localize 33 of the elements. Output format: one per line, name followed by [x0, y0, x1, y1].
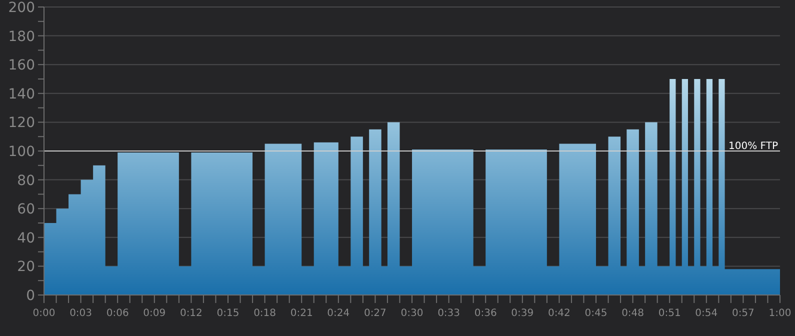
- x-tick-label: 0:51: [658, 308, 681, 320]
- x-tick-label: 0:33: [438, 308, 460, 320]
- y-tick-label: 160: [8, 58, 35, 74]
- x-tick-label: 0:06: [106, 308, 129, 320]
- y-tick-label: 20: [17, 259, 35, 276]
- x-tick-label: 0:42: [548, 308, 570, 320]
- x-tick-label: 0:57: [732, 308, 754, 320]
- x-tick-label: 0:30: [400, 308, 424, 320]
- x-tick-label: 0:12: [180, 308, 202, 320]
- x-tick-label: 0:18: [254, 308, 276, 320]
- y-tick-label: 200: [8, 0, 35, 16]
- x-tick-label: 0:03: [70, 308, 92, 320]
- y-tick-label: 140: [8, 86, 35, 102]
- x-tick-label: 1:00: [768, 308, 792, 320]
- x-tick-label: 0:27: [364, 308, 386, 320]
- x-tick-label: 0:15: [216, 308, 240, 320]
- x-tick-label: 0:24: [327, 308, 350, 320]
- y-tick-label: 0: [26, 288, 35, 304]
- y-tick-label: 60: [17, 202, 35, 218]
- y-tick-label: 180: [8, 28, 35, 45]
- x-tick-label: 0:00: [32, 308, 56, 320]
- x-tick-label: 0:09: [143, 308, 166, 320]
- x-tick-label: 0:45: [584, 308, 608, 320]
- x-tick-label: 0:48: [622, 308, 644, 320]
- x-tick-label: 0:39: [511, 308, 534, 320]
- y-tick-label: 80: [17, 172, 35, 189]
- x-tick-label: 0:21: [290, 308, 313, 320]
- y-tick-label: 100: [8, 144, 35, 160]
- y-tick-label: 120: [8, 115, 35, 132]
- y-tick-label: 40: [17, 230, 35, 246]
- x-tick-label: 0:36: [474, 308, 497, 320]
- x-tick-label: 0:54: [695, 308, 718, 320]
- ref-line-label: 100% FTP: [728, 141, 778, 152]
